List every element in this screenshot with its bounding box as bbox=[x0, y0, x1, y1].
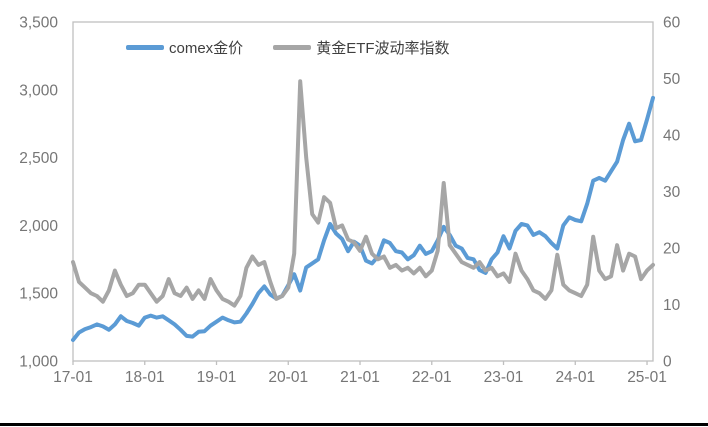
x-axis-tick-label: 24-01 bbox=[555, 369, 595, 386]
y-axis-right-tick-label: 30 bbox=[663, 184, 681, 201]
y-axis-left-tick-label: 1,000 bbox=[19, 354, 58, 371]
x-axis-tick-label: 20-01 bbox=[268, 369, 308, 386]
x-axis-tick-label: 23-01 bbox=[484, 369, 524, 386]
comex-line-swatch bbox=[126, 45, 164, 50]
y-axis-right-tick-label: 0 bbox=[663, 354, 672, 371]
plot-border bbox=[72, 21, 654, 362]
y-axis-right-tick-label: 10 bbox=[663, 297, 681, 314]
x-axis-tick-label: 17-01 bbox=[53, 369, 93, 386]
x-axis-tick-label: 18-01 bbox=[125, 369, 165, 386]
legend-label-etf-vol: 黄金ETF波动率指数 bbox=[316, 40, 450, 57]
x-axis-tick-label: 22-01 bbox=[412, 369, 452, 386]
legend-item-etf-vol: 黄金ETF波动率指数 bbox=[273, 37, 450, 58]
y-axis-left-tick-label: 1,500 bbox=[19, 286, 58, 303]
y-axis-right-tick-label: 20 bbox=[663, 241, 681, 258]
y-axis-right-tick-label: 50 bbox=[663, 71, 681, 88]
y-axis-left-tick-label: 2,000 bbox=[19, 218, 58, 235]
y-axis-left-tick-label: 2,500 bbox=[19, 150, 58, 167]
chart-legend: comex金价 黄金ETF波动率指数 bbox=[126, 37, 450, 58]
page-bottom-rule bbox=[0, 423, 708, 426]
legend-label-comex: comex金价 bbox=[169, 40, 244, 57]
gold-etf-volatility-line bbox=[71, 79, 655, 308]
y-axis-left-tick-label: 3,500 bbox=[19, 15, 58, 32]
x-axis-tick-label: 19-01 bbox=[197, 369, 237, 386]
x-axis-tick-label: 21-01 bbox=[340, 369, 380, 386]
legend-item-comex: comex金价 bbox=[126, 37, 243, 58]
y-axis-right-tick-label: 40 bbox=[663, 128, 681, 145]
y-axis-right-tick-label: 60 bbox=[663, 15, 681, 32]
comex-gold-price-line bbox=[71, 95, 655, 342]
etf-vol-line-swatch bbox=[273, 45, 312, 50]
y-axis-left-tick-label: 3,000 bbox=[19, 82, 58, 99]
x-axis-tick-label: 25-01 bbox=[627, 369, 667, 386]
